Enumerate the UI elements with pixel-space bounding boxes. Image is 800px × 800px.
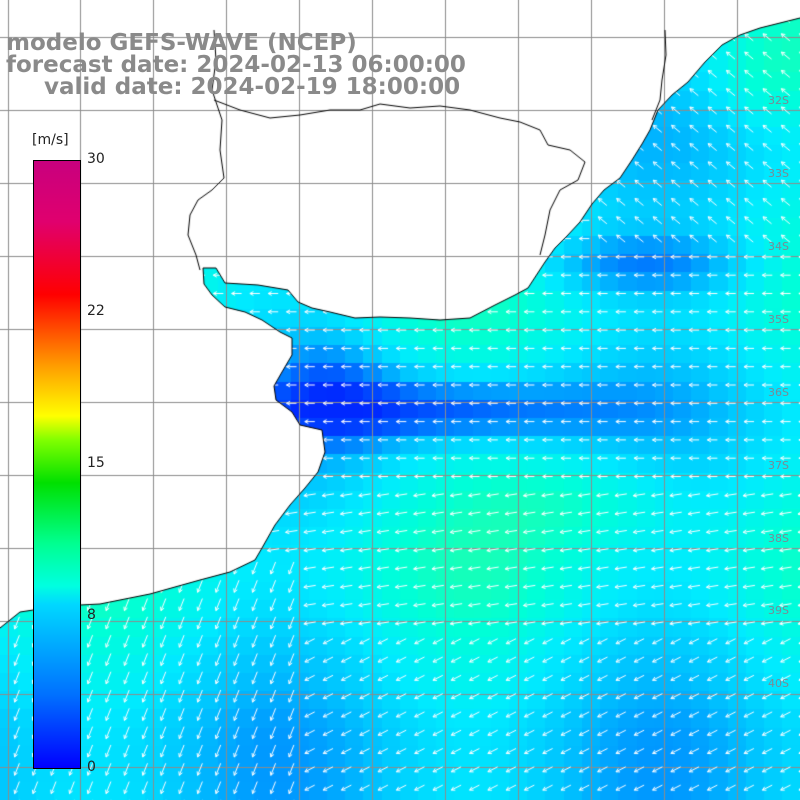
colorbar (33, 160, 81, 769)
colorbar-tick-15: 15 (87, 455, 105, 471)
lat-label-35s: 35S (768, 313, 789, 326)
lat-label-38s: 38S (768, 532, 789, 545)
colorbar-tick-30: 30 (87, 151, 105, 167)
lat-label-36s: 36S (768, 386, 789, 399)
lat-label-37s: 37S (768, 459, 789, 472)
lat-label-39s: 39S (768, 604, 789, 617)
lat-label-40s: 40S (768, 677, 789, 690)
colorbar-unit: [m/s] (32, 132, 69, 148)
colorbar-tick-22: 22 (87, 303, 105, 319)
lat-label-32s: 32S (768, 94, 789, 107)
colorbar-tick-8: 8 (87, 607, 96, 623)
lat-label-33s: 33S (768, 167, 789, 180)
title-model: modelo GEFS-WAVE (NCEP) (6, 30, 357, 56)
title-valid-date: valid date: 2024-02-19 18:00:00 (44, 74, 461, 100)
title-forecast-date: forecast date: 2024-02-13 06:00:00 (6, 52, 466, 78)
lat-label-34s: 34S (768, 240, 789, 253)
colorbar-tick-0: 0 (87, 759, 96, 775)
